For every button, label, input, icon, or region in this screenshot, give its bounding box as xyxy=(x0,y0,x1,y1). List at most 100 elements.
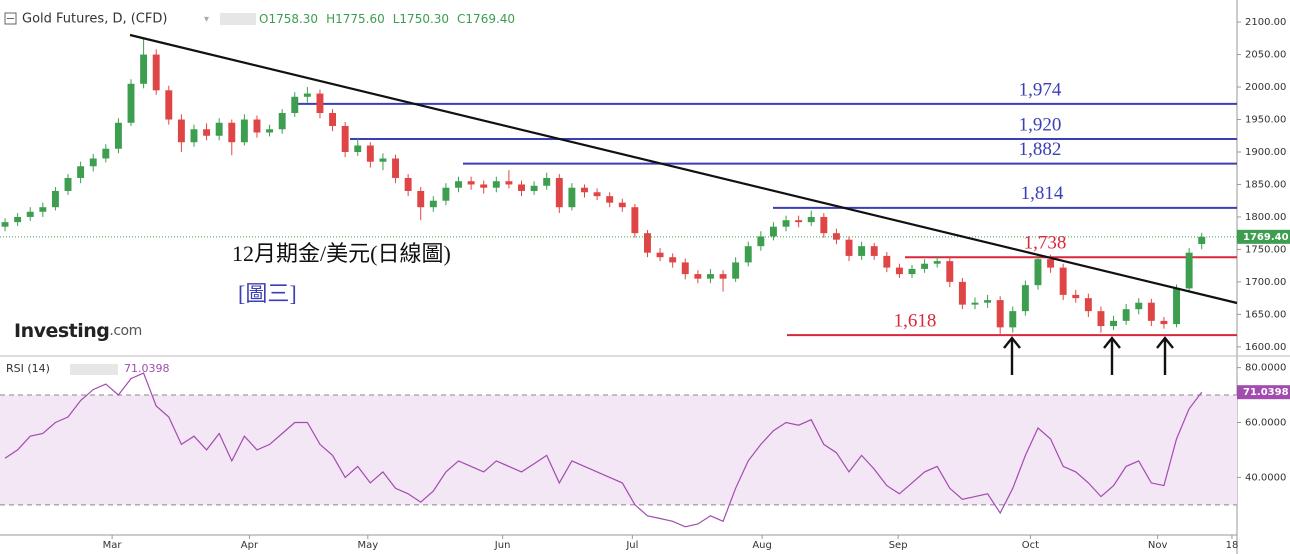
candle-body xyxy=(505,181,513,185)
candle-body xyxy=(1097,311,1105,327)
level-label: 1,920 xyxy=(1019,114,1062,135)
x-tick-label: May xyxy=(357,540,378,551)
rsi-title: RSI (14) xyxy=(6,362,50,375)
candle-body xyxy=(165,90,173,120)
header: Gold Futures, D, (CFD) ▾ O1758.30 H1775.6… xyxy=(4,12,515,375)
rsi-line xyxy=(4,372,1203,528)
candle-body xyxy=(266,129,274,133)
candle-body xyxy=(631,207,639,234)
ohlc-values: O1758.30 H1775.60 L1750.30 C1769.40 xyxy=(259,12,515,26)
candle-body xyxy=(706,274,714,279)
candle-body xyxy=(555,177,563,208)
candle-body xyxy=(240,119,248,143)
y-tick-label: 60.0000 xyxy=(1245,417,1286,428)
ohlc-item: C1769.40 xyxy=(457,12,515,26)
y-tick-label: 1600.00 xyxy=(1245,342,1286,353)
logo: Investing.com xyxy=(14,320,142,342)
candle-body xyxy=(203,129,211,136)
candle-body xyxy=(681,262,689,275)
price-pane xyxy=(0,38,1237,337)
candle-body xyxy=(1185,252,1193,289)
candle-body xyxy=(467,181,475,185)
candle-body xyxy=(379,158,387,162)
candle-body xyxy=(1173,288,1180,325)
candle-body xyxy=(669,257,677,263)
x-tick-label: Aug xyxy=(752,540,772,551)
candle-body xyxy=(366,145,374,162)
candle-body xyxy=(429,200,437,208)
candle-body xyxy=(656,252,664,258)
rsi-icons[interactable] xyxy=(70,364,118,375)
collapse-icon[interactable] xyxy=(4,12,17,25)
rsi-band xyxy=(0,395,1237,505)
candle-body xyxy=(958,281,966,305)
candle-body xyxy=(832,233,840,240)
candle-body xyxy=(895,267,903,275)
logo-suffix: .com xyxy=(109,323,141,339)
candle-body xyxy=(1059,267,1067,295)
candle-body xyxy=(1009,311,1017,328)
candle-body xyxy=(316,93,324,114)
candle-body xyxy=(1147,302,1155,321)
ohlc-item: H1775.60 xyxy=(326,12,385,26)
candle-body xyxy=(820,216,828,234)
candle-body xyxy=(26,211,34,217)
y-tick-label: 80.0000 xyxy=(1245,363,1286,374)
x-tick-label: 18 xyxy=(1226,540,1239,551)
candle-body xyxy=(341,126,349,152)
candle-body xyxy=(795,220,803,223)
candle-body xyxy=(1072,294,1080,299)
candle-body xyxy=(51,190,59,208)
level-label: 1,618 xyxy=(894,311,937,332)
arrow xyxy=(1156,336,1174,375)
x-tick-label: Jul xyxy=(625,540,638,551)
candle-body xyxy=(606,196,614,203)
y-tick-label: 1950.00 xyxy=(1245,115,1286,126)
candle-body xyxy=(14,216,22,223)
candle-body xyxy=(303,93,311,97)
candle-body xyxy=(858,246,866,256)
candle-body xyxy=(744,246,752,263)
candle-body xyxy=(89,158,97,167)
candle-body xyxy=(77,166,85,178)
settings-icons[interactable] xyxy=(220,13,256,25)
candle-body xyxy=(769,226,777,237)
dropdown[interactable]: ▾ xyxy=(204,14,209,25)
y-tick-label: 2000.00 xyxy=(1245,82,1286,93)
annotation: 12月期金/美元(日線圖) xyxy=(232,241,451,266)
candle-body xyxy=(1084,298,1092,312)
candle-body xyxy=(354,145,362,152)
candle-body xyxy=(140,54,148,84)
candle-body xyxy=(152,54,160,91)
x-tick-label: Mar xyxy=(103,540,123,551)
arrow xyxy=(1103,336,1121,375)
logo-main: Investing xyxy=(14,320,109,342)
candle-body xyxy=(228,122,236,143)
candle-body xyxy=(127,83,135,123)
candle-body xyxy=(518,184,525,191)
y-tick-label: 1900.00 xyxy=(1245,147,1286,158)
annotation: [圖三] xyxy=(238,281,297,306)
candle-body xyxy=(404,177,412,191)
candle-body xyxy=(1110,320,1118,327)
y-tick-label: 1850.00 xyxy=(1245,179,1286,190)
candle-body xyxy=(593,192,601,197)
arrow xyxy=(1003,336,1021,375)
candle-body xyxy=(757,236,765,247)
candle-body xyxy=(392,158,400,178)
candle-body xyxy=(253,119,261,133)
trend-line xyxy=(129,33,1238,305)
candle-body xyxy=(845,239,853,256)
candle-body xyxy=(694,274,702,279)
y-tick-label: 1700.00 xyxy=(1245,277,1286,288)
candle-body xyxy=(1122,309,1130,321)
ohlc-item: O1758.30 xyxy=(259,12,318,26)
candle-body xyxy=(215,122,223,136)
candle-body xyxy=(1160,320,1168,325)
arrows xyxy=(1003,336,1174,375)
candle-body xyxy=(732,262,740,279)
candle-body xyxy=(1135,302,1143,310)
rsi-tag xyxy=(1237,385,1290,400)
candle-body xyxy=(933,261,941,264)
candle-body xyxy=(39,207,47,212)
